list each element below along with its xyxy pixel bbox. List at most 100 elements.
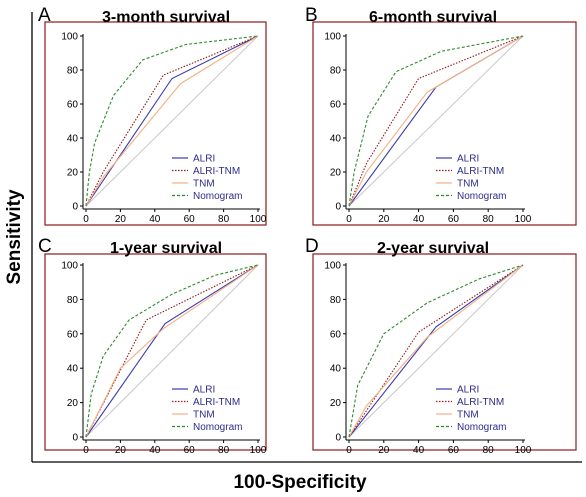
panel-title: 3-month survival [102,9,230,26]
y-tick-label: 80 [67,66,79,77]
series-line-alri-tnm [348,35,524,207]
y-tick-label: 20 [67,168,79,179]
y-tick-label: 60 [67,329,79,340]
legend-label: ALRI-TNM [193,397,240,408]
panel-d: D 2-year survival 0 20 40 60 80 100 0 20 40 60 80 100… [305,236,577,456]
panel-c: C 1-year survival 0 20 40 60 80 100 0 20 40 60 80 100… [38,236,267,456]
y-tick-label: 100 [324,261,341,272]
y-tick-label: 0 [72,202,78,213]
reference-diagonal [348,35,524,207]
x-tick-label: 80 [218,445,230,456]
x-tick-label: 60 [184,445,196,456]
legend-label: TNM [193,179,215,190]
y-tick-label: 40 [67,364,79,375]
reference-diagonal [348,264,524,438]
figure-xlabel: 100-Specificity [233,472,366,493]
series-line-alri [348,264,524,438]
y-tick-label: 100 [61,261,78,272]
legend-label: Nomogram [457,422,506,433]
y-tick-label: 20 [330,168,342,179]
legend-label: Nomogram [193,422,242,433]
x-tick-label: 100 [515,214,532,225]
y-tick-label: 0 [335,202,341,213]
x-tick-label: 20 [378,445,390,456]
x-tick-label: 0 [346,214,352,225]
x-tick-label: 20 [378,214,390,225]
legend-label: Nomogram [457,191,506,202]
x-tick-label: 100 [250,214,267,225]
x-tick-label: 80 [483,445,495,456]
legend-label: ALRI-TNM [457,397,504,408]
y-tick-label: 80 [67,295,79,306]
x-tick-label: 60 [448,214,460,225]
x-tick-label: 80 [483,214,495,225]
panel-letter: C [38,236,52,257]
x-tick-label: 100 [250,445,267,456]
y-tick-label: 80 [330,66,342,77]
x-tick-label: 0 [83,445,89,456]
x-tick-label: 40 [149,214,161,225]
x-tick-label: 60 [184,214,196,225]
x-tick-label: 20 [115,214,127,225]
series-line-tnm [85,35,259,207]
y-tick-label: 60 [330,100,342,111]
legend-label: ALRI [193,385,215,396]
series-line-alri-tnm [85,35,259,207]
panel-a: A 3-month survival 0 20 40 60 80 100 0 20 40 60 80 10… [38,5,267,226]
panel-letter: A [38,5,51,26]
y-tick-label: 40 [330,134,342,145]
y-tick-label: 20 [330,398,342,409]
x-tick-label: 100 [515,445,532,456]
y-tick-label: 60 [67,100,79,111]
panel-title: 1-year survival [110,240,222,257]
series-line-nomogram [85,264,259,438]
series-line-tnm [348,35,524,207]
y-tick-label: 100 [61,32,78,43]
x-tick-label: 40 [413,445,425,456]
x-tick-label: 40 [149,445,161,456]
series-line-nomogram [348,35,524,207]
x-tick-label: 40 [413,214,425,225]
series-line-tnm [85,264,259,438]
panel-letter: D [305,236,319,257]
legend-label: TNM [457,179,479,190]
panels-group: A 3-month survival 0 20 40 60 80 100 0 20 40 60 80 10… [38,5,577,456]
legend-label: TNM [457,410,479,421]
legend-label: ALRI-TNM [457,166,504,177]
series-line-nomogram [85,35,259,207]
y-tick-label: 60 [330,329,342,340]
panel-frame [44,21,267,226]
series-line-nomogram [348,264,524,438]
legend-label: ALRI [457,385,479,396]
x-tick-label: 20 [115,445,127,456]
panel-letter: B [305,5,318,26]
panel-b: B 6-month survival 0 20 40 60 80 100 0 20 40 60 80 10… [305,5,577,226]
panel-frame [312,21,577,226]
y-tick-label: 0 [335,433,341,444]
figure-ylabel: Sensitivity [4,189,25,284]
y-tick-label: 80 [330,295,342,306]
x-tick-label: 0 [346,445,352,456]
legend-label: ALRI [193,154,215,165]
y-tick-label: 0 [72,433,78,444]
y-tick-label: 40 [330,364,342,375]
legend-label: ALRI [457,154,479,165]
y-tick-label: 100 [324,32,341,43]
panel-frame [312,253,577,451]
series-line-alri [85,264,259,438]
panel-frame [44,253,267,451]
legend-label: ALRI-TNM [193,166,240,177]
y-tick-label: 20 [67,398,79,409]
panel-title: 6-month survival [369,9,497,26]
panel-title: 2-year survival [377,240,489,257]
x-tick-label: 80 [218,214,230,225]
legend-label: TNM [193,410,215,421]
series-line-tnm [348,264,524,438]
reference-diagonal [85,35,259,207]
y-tick-label: 40 [67,134,79,145]
x-tick-label: 60 [448,445,460,456]
legend-label: Nomogram [193,191,242,202]
reference-diagonal [85,264,259,438]
x-tick-label: 0 [83,214,89,225]
